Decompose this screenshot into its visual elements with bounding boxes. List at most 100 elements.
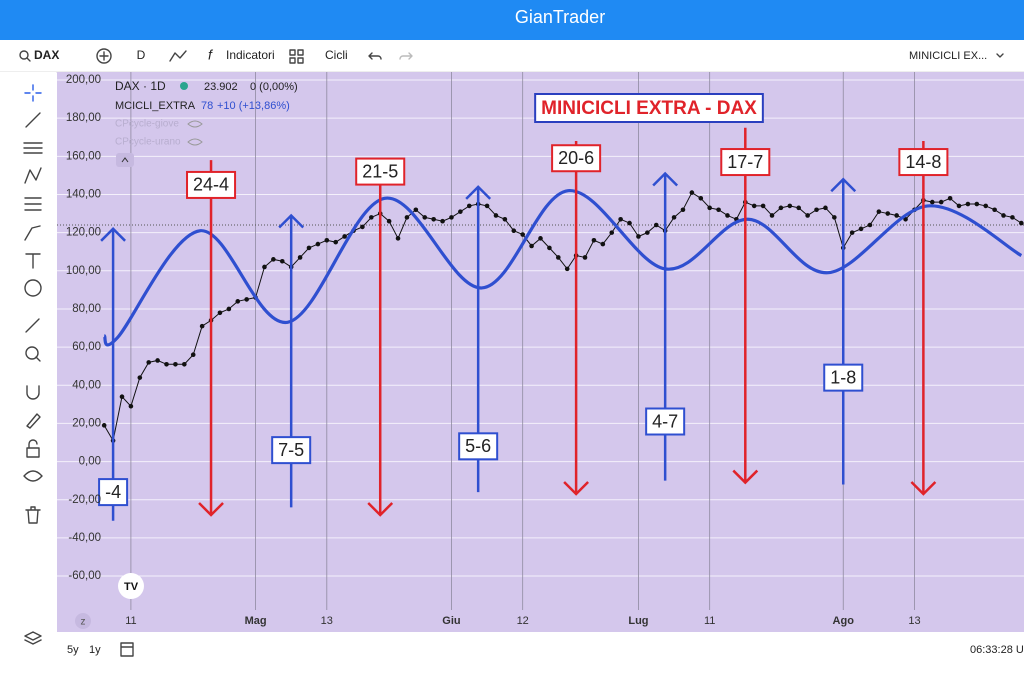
price-point <box>440 218 445 224</box>
lock-tool[interactable] <box>26 439 40 458</box>
price-point <box>849 230 855 235</box>
cycle-label-box <box>186 170 237 199</box>
price-point <box>823 205 828 211</box>
price-point <box>119 394 125 400</box>
y-tick-label: 200,00 <box>66 74 101 86</box>
cycle-label-box <box>898 148 949 177</box>
arrow-head <box>198 502 224 517</box>
fx-icon[interactable]: f <box>208 47 214 63</box>
layout-name[interactable]: MINICICLI EX... <box>909 50 987 62</box>
cycle-label-box <box>823 363 864 392</box>
price-point <box>360 224 365 230</box>
add-symbol[interactable] <box>96 48 112 64</box>
price-point <box>760 203 766 209</box>
price-point <box>707 205 712 211</box>
plot: -4 24-4 7-5 21-5 5-6 20-6 4-7 17-7 1-8 14-8 <box>98 127 1024 521</box>
hidden-eye[interactable] <box>187 138 203 146</box>
symbol[interactable]: DAX <box>34 48 59 62</box>
legend-indicator[interactable]: MCICLI_EXTRA <box>115 100 196 112</box>
price-point <box>556 255 561 260</box>
layers-tool[interactable] <box>24 631 42 645</box>
date-range[interactable] <box>120 642 134 657</box>
tv-logo[interactable] <box>118 573 144 599</box>
legend-symbol[interactable]: DAX · 1D <box>115 79 166 93</box>
magnet-tool[interactable] <box>26 385 40 400</box>
price-point <box>725 213 730 218</box>
cycle-label: 5-6 <box>465 436 491 456</box>
legend-indicator-value: 78 <box>201 100 213 112</box>
market-status <box>180 82 188 90</box>
arrow-head <box>732 469 759 485</box>
range[interactable]: 1y <box>89 644 101 656</box>
y-tick-label: -40,00 <box>68 532 101 544</box>
legend-hidden[interactable]: CPcycle-urano <box>115 137 181 148</box>
emoji-tool[interactable] <box>24 279 42 297</box>
collapse-icon <box>121 157 129 163</box>
cycle-label: 21-5 <box>362 161 398 181</box>
x-tick-label: Lug <box>628 615 648 627</box>
range[interactable]: 5y <box>67 644 79 656</box>
y-tick-label: -60,00 <box>68 570 101 582</box>
y-tick-label: 40,00 <box>72 379 101 391</box>
brush-tool[interactable] <box>24 225 41 241</box>
undo[interactable] <box>368 52 382 60</box>
arrow-head <box>367 502 394 517</box>
text-tool[interactable] <box>25 253 41 269</box>
price-point <box>155 358 160 363</box>
arrow-head <box>563 481 590 496</box>
price-point <box>369 215 374 220</box>
price-point <box>947 195 953 201</box>
cycles[interactable]: Cicli <box>325 48 348 62</box>
price-point <box>787 203 793 209</box>
price-point <box>645 230 650 235</box>
layout-menu[interactable] <box>996 53 1004 58</box>
price-point <box>1001 213 1006 218</box>
delete-tool[interactable] <box>25 506 41 524</box>
price-point <box>689 190 695 195</box>
lock-draw-tool[interactable] <box>26 413 41 429</box>
indicators[interactable]: Indicatori <box>226 48 275 62</box>
visibility-tool[interactable] <box>23 470 43 482</box>
cycle-label: 17-7 <box>727 152 763 172</box>
chart-style[interactable] <box>169 50 187 62</box>
price-point <box>903 216 908 222</box>
arrow-head <box>465 185 492 200</box>
price-point <box>956 203 962 209</box>
price-point <box>698 195 704 201</box>
price-point <box>591 237 597 243</box>
zoom-tool[interactable] <box>25 346 41 362</box>
legend-collapse[interactable] <box>116 153 134 167</box>
projection-tool[interactable] <box>24 197 42 211</box>
price-point <box>217 310 223 316</box>
fib-tool[interactable] <box>23 142 43 154</box>
price-point <box>876 209 882 214</box>
cycle-label: 20-6 <box>558 148 594 168</box>
tv-logo-mark: TV <box>124 581 139 593</box>
price-point <box>128 403 134 409</box>
crosshair-tool[interactable] <box>24 84 42 102</box>
price-point <box>867 222 873 228</box>
cycle-label-box <box>98 478 129 507</box>
pattern-tool[interactable] <box>24 167 42 184</box>
scale-key[interactable]: z <box>81 617 86 628</box>
legend-hidden[interactable]: CPcycle-giove <box>115 119 179 130</box>
hidden-eye[interactable] <box>187 120 203 128</box>
price-point <box>324 237 330 243</box>
scale-key-bg[interactable] <box>75 613 91 629</box>
measure-tool[interactable] <box>25 318 40 333</box>
cycle-label-box <box>645 407 686 436</box>
trend-line-tool[interactable] <box>25 112 41 128</box>
x-tick-label: 11 <box>125 615 136 627</box>
price-point <box>582 255 588 260</box>
arrow-head <box>830 177 857 193</box>
search-icon[interactable] <box>19 50 31 62</box>
layout-icon[interactable] <box>289 49 304 64</box>
axes: 200,00180,00160,00140,00120,00100,0080,0… <box>66 74 921 627</box>
x-tick-label: Ago <box>833 615 855 627</box>
redo[interactable] <box>399 52 413 60</box>
price-point <box>858 226 864 232</box>
price-point <box>395 236 401 241</box>
price-point <box>137 375 143 380</box>
interval[interactable]: D <box>137 48 146 62</box>
